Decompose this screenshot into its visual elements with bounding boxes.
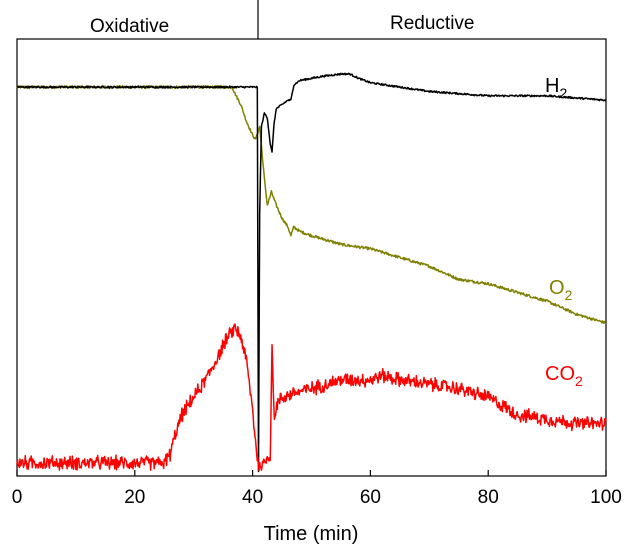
x-tick-label: 0 [12,487,23,508]
x-tick-label: 80 [478,487,499,508]
series-label-h2-main: H [545,75,559,97]
series-label-co2-main: CO [545,363,575,385]
series-label-o2-main: O [549,277,565,299]
series-label-co2-sub: 2 [575,373,583,389]
series-label-h2-sub: 2 [559,85,567,101]
x-tick-label: 40 [242,487,263,508]
x-tick-label: 20 [124,487,145,508]
x-tick-label: 60 [360,487,381,508]
series-line-h2 [16,72,607,473]
series-layer [16,72,607,473]
series-label-o2-sub: 2 [565,287,573,303]
x-tick-label: 100 [590,487,622,508]
region-label-oxidative: Oxidative [90,16,169,37]
series-label-co2: CO2 [545,363,583,389]
x-axis-ticks: 0 20 40 60 80 100 [12,470,622,508]
region-label-reductive: Reductive [390,13,475,34]
plot-area [16,38,607,477]
series-label-h2: H2 [545,75,567,101]
x-axis-title: Time (min) [264,523,359,545]
series-label-o2: O2 [549,277,573,303]
series-line-co2 [16,323,607,472]
